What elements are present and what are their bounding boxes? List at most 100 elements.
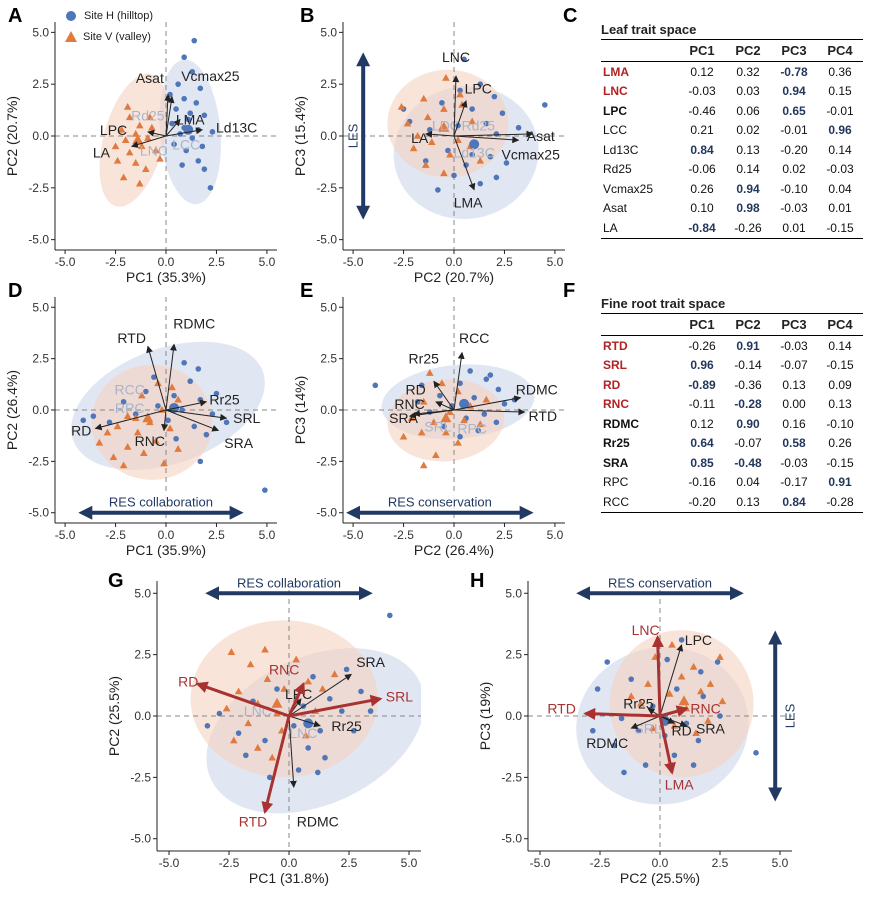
loading-cell: -0.89	[688, 377, 716, 392]
loading-cell: -0.17	[780, 475, 808, 490]
point-site-v	[442, 428, 450, 436]
vector-label-highlight: LNC	[632, 622, 660, 638]
point-site-h	[189, 135, 196, 141]
point-site-h	[418, 382, 425, 389]
loading-cell: -0.15	[817, 218, 863, 239]
point-site-v	[119, 173, 128, 181]
loading-cell: 0.13	[782, 377, 806, 392]
vector-label: Asat	[136, 70, 164, 86]
point-site-h	[179, 407, 185, 413]
loading-cell: 0.14	[736, 162, 760, 177]
loading-cell: -0.78	[780, 64, 808, 79]
point-site-h	[171, 392, 177, 399]
point-site-h	[664, 656, 670, 663]
loading-cell: 0.94	[782, 84, 806, 99]
loading-cell: 0.26	[828, 436, 852, 451]
point-site-h	[495, 386, 502, 393]
point-site-h	[604, 659, 610, 665]
loading-vector	[165, 95, 175, 137]
point-site-h	[594, 686, 601, 692]
vector-label-highlight: RD	[178, 674, 198, 690]
table-row: SRA 0.85 -0.48 -0.03 -0.15	[601, 453, 863, 473]
vector-label: SRA	[696, 720, 725, 736]
vector-label: SRL	[233, 410, 260, 426]
point-site-v	[419, 94, 428, 102]
point-site-h	[322, 754, 328, 761]
point-site-v	[95, 438, 104, 446]
loading-cell: 0.84	[690, 142, 714, 157]
loading-cell: 0.13	[736, 142, 760, 157]
row-label: LCC	[603, 123, 628, 138]
point-site-v	[137, 142, 146, 150]
x-tick-label: -5.0	[55, 528, 76, 542]
point-site-v	[668, 640, 676, 648]
table-corner	[601, 314, 679, 336]
point-site-v	[330, 670, 339, 678]
point-site-v	[476, 420, 485, 428]
point-site-h	[457, 380, 463, 387]
point-site-h	[195, 366, 202, 372]
loading-cell: -0.10	[826, 416, 854, 431]
point-site-h	[469, 151, 475, 158]
vector-label-highlight: RNC	[690, 701, 720, 717]
vector-label: RDMC	[173, 316, 215, 332]
point-site-h	[183, 147, 189, 154]
y-tick-label: 2.5	[505, 648, 522, 662]
x-tick-label: -2.5	[590, 856, 611, 870]
panel-g: LNCLNCSRALPCRr25RDMCRDRNCSRLRTDRES colla…	[106, 570, 421, 886]
point-site-v	[109, 453, 118, 461]
point-site-v	[446, 150, 454, 158]
loading-cell: 0.12	[690, 64, 714, 79]
point-site-h	[181, 95, 187, 102]
y-axis-label: PC2 (26.4%)	[4, 370, 20, 450]
vector-label-highlight: RTD	[547, 701, 576, 717]
loading-cell: -0.01	[826, 103, 854, 118]
panel-a: Rd25 LNC LCC Asat Vcmax25 LMA Ld13C LPC LA -5.0 -5…	[4, 5, 277, 285]
y-tick-label: -5.0	[130, 832, 151, 846]
point-site-v	[263, 675, 272, 682]
point-site-h	[181, 359, 187, 366]
table-row: RCC -0.20 0.13 0.84 -0.28	[601, 492, 863, 513]
loading-cell: 0.06	[736, 103, 760, 118]
panel-h: SRL LPC Rr25 RD SRA RDMC LNC RTD RNC LMA RES conse…	[470, 570, 798, 886]
panel-letter: D	[8, 280, 22, 302]
point-site-h	[223, 419, 230, 426]
point-site-h	[493, 419, 500, 426]
trait-spectrum-label: LES	[783, 703, 798, 728]
loading-cell: -0.03	[826, 162, 854, 177]
centroid-site-h	[469, 139, 480, 150]
point-site-h	[189, 68, 196, 75]
point-site-h	[501, 401, 508, 407]
point-site-h	[674, 686, 680, 692]
leaf-table-title: Leaf trait space	[601, 22, 863, 40]
x-tick-label: -2.5	[393, 255, 414, 269]
vector-label: Vcmax25	[502, 147, 561, 163]
loading-cell: 0.14	[828, 142, 852, 157]
point-site-h	[171, 141, 177, 148]
centroid-site-v	[678, 695, 690, 706]
loading-cell: 0.02	[782, 162, 806, 177]
point-site-h	[132, 411, 139, 417]
point-site-h	[515, 124, 522, 131]
point-site-h	[628, 676, 634, 682]
x-tick-label: 2.5	[208, 528, 225, 542]
y-tick-label: -5.0	[28, 506, 49, 520]
point-site-v	[423, 113, 432, 121]
point-site-v	[428, 138, 436, 146]
x-tick-label: 0.0	[158, 255, 175, 269]
triangle-marker-icon	[65, 31, 77, 42]
point-site-h	[204, 723, 211, 729]
point-site-v	[166, 424, 174, 432]
point-site-v	[397, 102, 406, 110]
table-row: RTD -0.26 0.91 -0.03 0.14	[601, 336, 863, 356]
loading-cell: -0.15	[826, 455, 854, 470]
centroid-site-v	[438, 121, 450, 132]
row-label: RDMC	[603, 416, 639, 431]
loading-cell: -0.06	[688, 162, 716, 177]
x-tick-label: 5.0	[547, 528, 564, 542]
legend-item-site-v: Site V (valley)	[62, 26, 153, 47]
x-tick-label: 0.0	[158, 528, 175, 542]
point-site-v	[456, 90, 464, 98]
point-site-v	[432, 451, 440, 458]
vector-label: RD	[671, 723, 691, 739]
